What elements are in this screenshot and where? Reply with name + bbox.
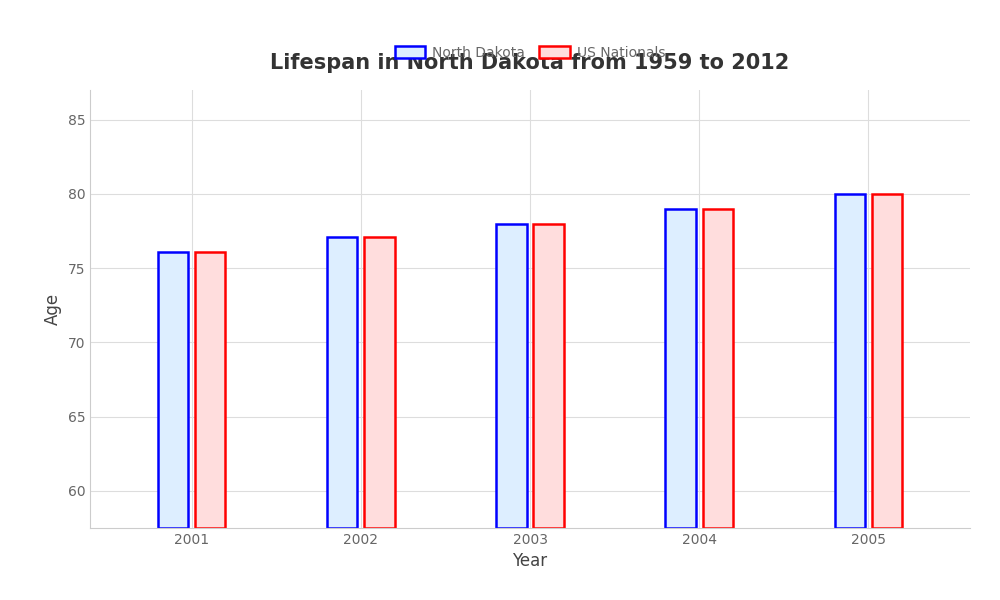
- Bar: [327, 237, 357, 528]
- Bar: [872, 194, 902, 528]
- Bar: [195, 252, 225, 528]
- Y-axis label: Age: Age: [44, 293, 62, 325]
- X-axis label: Year: Year: [512, 553, 548, 571]
- Bar: [158, 252, 188, 528]
- Title: Lifespan in North Dakota from 1959 to 2012: Lifespan in North Dakota from 1959 to 20…: [270, 53, 790, 73]
- Bar: [835, 194, 865, 528]
- Bar: [496, 224, 527, 528]
- Legend: North Dakota, US Nationals: North Dakota, US Nationals: [389, 40, 671, 65]
- Bar: [533, 224, 564, 528]
- Bar: [665, 209, 696, 528]
- Bar: [364, 237, 395, 528]
- Bar: [703, 209, 733, 528]
